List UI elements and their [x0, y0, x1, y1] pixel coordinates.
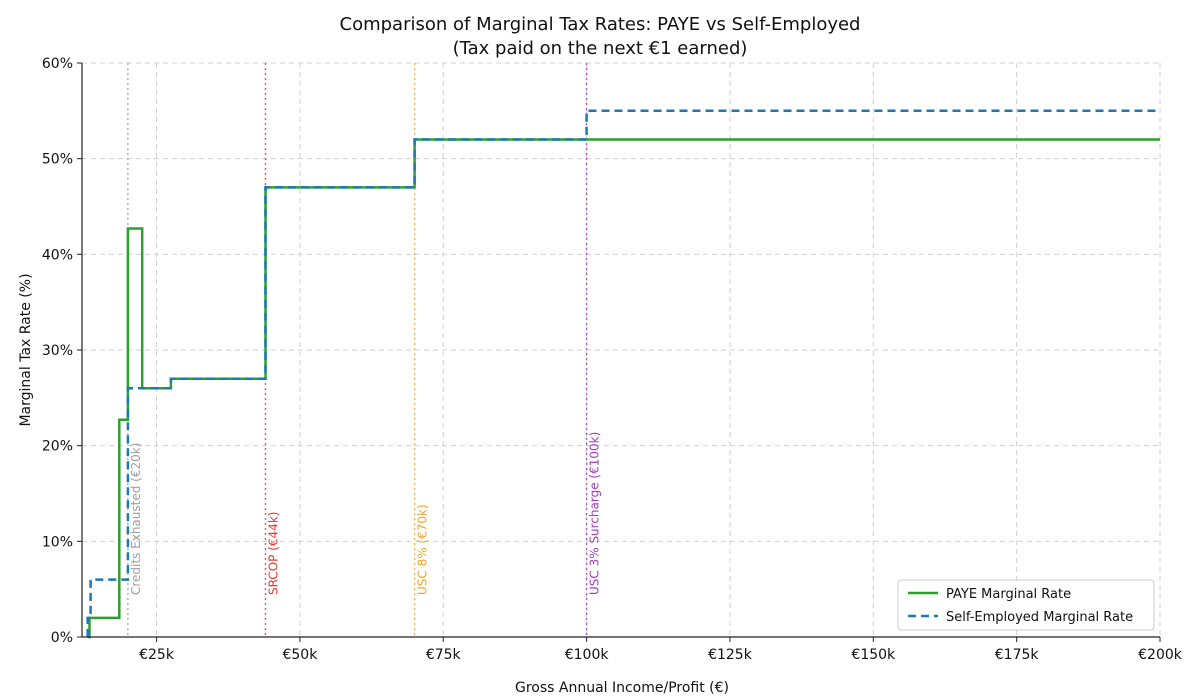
self-employed-series-line: [86, 109, 1160, 637]
y-tick-label: 60%: [42, 56, 73, 72]
vertical-marker-label: USC 3% Surcharge (€100k): [588, 432, 602, 595]
axis-layer: [77, 62, 1161, 642]
legend-box: [897, 579, 1155, 631]
x-tick-label: €200k: [1138, 647, 1183, 663]
y-tick-label: 30%: [42, 343, 73, 359]
legend: PAYE Marginal Rate Self-Employed Margina…: [897, 579, 1155, 631]
x-tick-label: €125k: [708, 647, 753, 663]
y-tick-label: 10%: [42, 534, 73, 550]
vertical-marker-label: SRCOP (€44k): [266, 512, 280, 595]
x-axis-label: Gross Annual Income/Profit (€): [515, 680, 729, 696]
y-tick-label: 50%: [42, 152, 73, 168]
vertical-marker-label: USC 8% (€70k): [416, 504, 430, 595]
grid-layer: [82, 62, 1161, 638]
legend-label-self-employed: Self-Employed Marginal Rate: [946, 610, 1133, 625]
y-tick-label: 40%: [42, 247, 73, 263]
series-layer: [86, 109, 1160, 639]
x-tick-label: €50k: [282, 647, 318, 663]
x-tick-label: €100k: [565, 647, 610, 663]
x-tick-label: €75k: [426, 647, 462, 663]
y-tick-label: 20%: [42, 439, 73, 455]
x-tick-label: €150k: [851, 647, 896, 663]
x-tick-label: €25k: [139, 647, 175, 663]
x-tick-label: €175k: [995, 647, 1040, 663]
paye-series-line: [87, 138, 1160, 639]
y-axis-label: Marginal Tax Rate (%): [18, 273, 34, 426]
vertical-marker-label: Credits Exhausted (€20k): [129, 443, 143, 595]
y-tick-label: 0%: [51, 630, 73, 646]
legend-label-paye: PAYE Marginal Rate: [946, 587, 1071, 602]
chart-subtitle: (Tax paid on the next €1 earned): [453, 38, 748, 59]
tick-label-layer: 0% 10% 20% 30% 40% 50% 60% €25k €50k €75k €100k €12…: [42, 56, 1183, 663]
chart-title: Comparison of Marginal Tax Rates: PAYE v…: [340, 14, 861, 35]
